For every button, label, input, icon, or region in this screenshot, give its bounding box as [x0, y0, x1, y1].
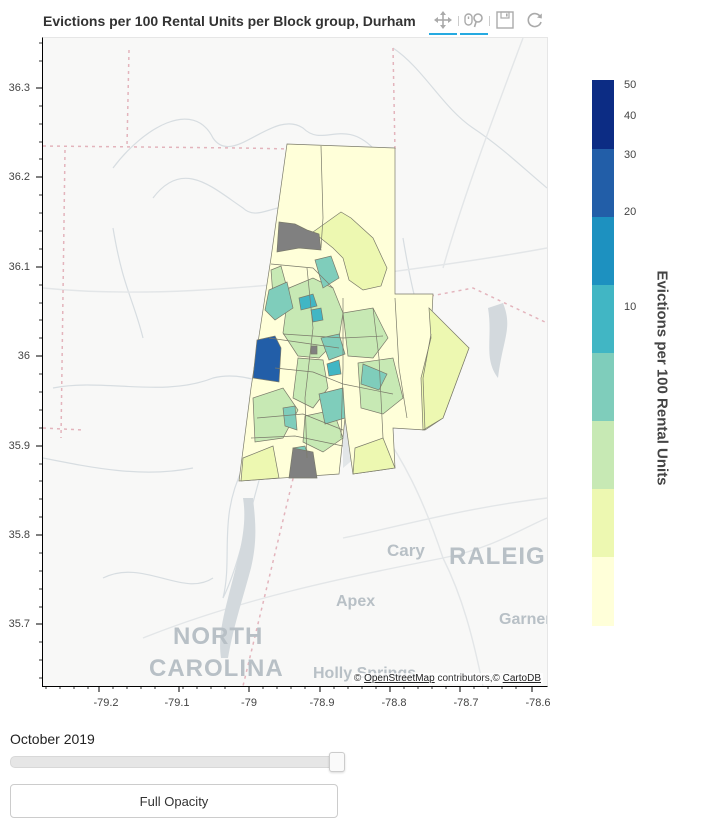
y-tick-label: 36.2 [8, 171, 30, 183]
x-tick-label: -78.6 [525, 697, 551, 709]
x-tick-label: -78.8 [381, 697, 407, 709]
wheel-zoom-tool-button[interactable] [459, 6, 489, 35]
colorbar-tick-label: 40 [624, 110, 637, 122]
x-axis: -79.2 -79.1 -79 -78.9 -78.8 -78.7 -78.6 [42, 686, 562, 716]
x-tick-label: -79.1 [164, 697, 190, 709]
basemap: NORTH CAROLINA Cary RALEIGH Apex Garner … [43, 38, 547, 686]
pan-tool-button[interactable] [428, 6, 458, 35]
svg-text:CAROLINA: CAROLINA [149, 655, 284, 682]
colorbar-bin [592, 353, 614, 421]
reset-tool-button[interactable] [520, 6, 550, 34]
x-tick-label: -78.9 [309, 697, 335, 709]
y-tick-label: 35.8 [8, 529, 30, 541]
colorbar-bin [592, 489, 614, 557]
map-plot-area[interactable]: NORTH CAROLINA Cary RALEIGH Apex Garner … [42, 37, 548, 687]
map-attribution: © OpenStreetMap contributors,© CartoDB [351, 673, 543, 684]
y-tick-label: 35.9 [8, 440, 30, 452]
save-icon [496, 11, 514, 29]
chart-title: Evictions per 100 Rental Units per Block… [43, 13, 416, 29]
slider-track[interactable] [10, 756, 338, 768]
colorbar-bin [592, 149, 614, 217]
y-tick-label: 35.7 [8, 618, 30, 630]
durham-county-choropleth [238, 143, 470, 482]
toolbar-divider [489, 16, 490, 26]
colorbar-tick-label: 50 [624, 79, 637, 91]
colorbar-bin [592, 557, 614, 626]
move-icon [434, 11, 452, 29]
colorbar-tick-label: 20 [624, 206, 637, 218]
svg-text:NORTH: NORTH [173, 623, 263, 650]
svg-text:RALEIGH: RALEIGH [449, 543, 547, 570]
openstreetmap-link[interactable]: OpenStreetMap [364, 673, 435, 684]
colorbar-bin [592, 217, 614, 285]
date-slider[interactable] [10, 752, 345, 772]
y-axis: 36.3 36.2 36.1 36 35.9 35.8 35.7 [0, 37, 42, 685]
colorbar-tick-label: 30 [624, 149, 637, 161]
x-tick-label: -79 [241, 697, 257, 709]
toolbar-divider [458, 16, 459, 26]
cartodb-link[interactable]: CartoDB [502, 673, 541, 684]
full-opacity-button[interactable]: Full Opacity [10, 784, 338, 818]
y-tick-label: 36 [17, 350, 30, 362]
colorbar-bin [592, 285, 614, 353]
x-tick-label: -78.7 [453, 697, 479, 709]
y-tick-label: 36.1 [8, 261, 30, 273]
svg-text:Cary: Cary [387, 541, 425, 560]
x-tick-label: -79.2 [93, 697, 119, 709]
colorbar-bin [592, 421, 614, 489]
wheel-zoom-icon [464, 13, 483, 28]
slider-handle[interactable] [329, 752, 345, 772]
reset-icon [527, 12, 542, 28]
colorbar-bin [592, 80, 614, 149]
svg-text:Garner: Garner [499, 611, 547, 628]
colorbar-title: Evictions per 100 Rental Units [653, 270, 671, 486]
colorbar-tick-label: 10 [624, 301, 637, 313]
plot-toolbar [428, 6, 550, 36]
y-tick-label: 36.3 [8, 82, 30, 94]
colorbar: 50 40 30 20 10 [592, 79, 636, 626]
date-slider-label: October 2019 [10, 731, 95, 747]
save-tool-button[interactable] [490, 6, 520, 34]
svg-text:Apex: Apex [336, 593, 375, 610]
